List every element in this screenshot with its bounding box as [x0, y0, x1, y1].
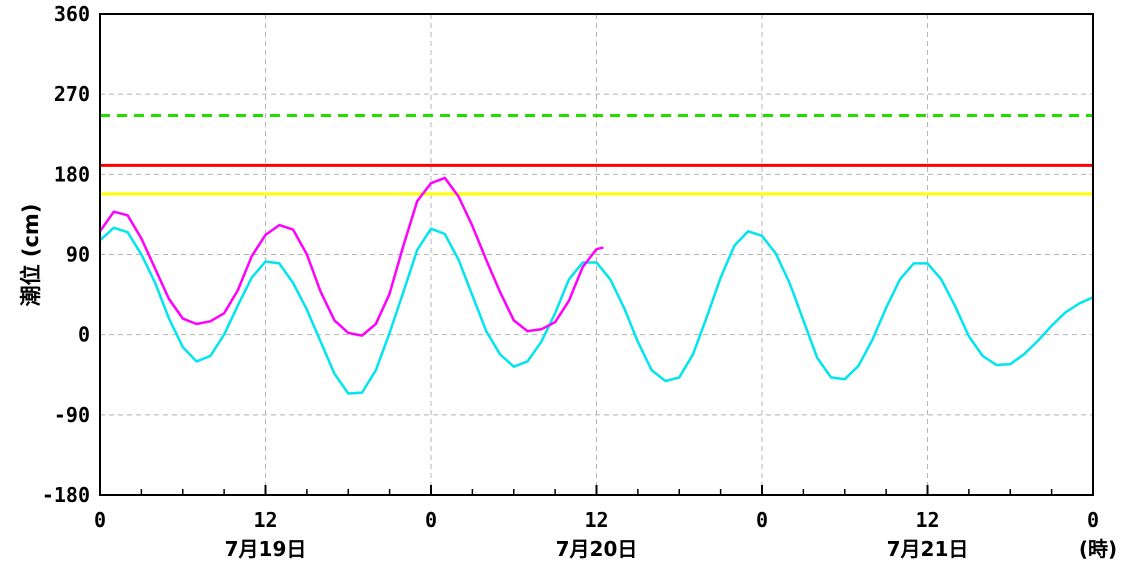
x-date-label: 7月19日 — [225, 537, 307, 561]
x-tick-label: 12 — [253, 508, 277, 532]
y-tick-label: -180 — [42, 483, 90, 507]
x-tick-label: 0 — [425, 508, 437, 532]
x-date-labels: 7月19日 7月20日 7月21日 — [225, 537, 969, 561]
x-date-label: 7月20日 — [556, 537, 638, 561]
x-tick-label: 0 — [756, 508, 768, 532]
x-tick-label: 0 — [1087, 508, 1099, 532]
y-tick-label: 90 — [66, 243, 90, 267]
series-line — [99, 226, 1094, 395]
series-group — [98, 176, 1094, 395]
y-tick-labels: 360 270 180 90 0 -90 -180 — [42, 2, 90, 507]
grid-lines — [100, 14, 1093, 495]
x-minor-ticks — [99, 485, 1094, 495]
x-tick-label: 12 — [915, 508, 939, 532]
x-date-label: 7月21日 — [887, 537, 969, 561]
reference-lines — [100, 114, 1093, 196]
y-tick-label: 0 — [78, 323, 90, 347]
y-tick-label: 270 — [54, 82, 90, 106]
y-tick-label: 360 — [54, 2, 90, 26]
y-tick-label: 180 — [54, 162, 90, 186]
series-line — [98, 176, 604, 337]
x-unit-label: (時) — [1079, 537, 1117, 561]
x-tick-labels: 0 12 0 12 0 12 0 — [94, 508, 1099, 532]
x-tick-label: 0 — [94, 508, 106, 532]
y-tick-label: -90 — [54, 403, 90, 427]
y-axis-label: 潮位 (cm) — [19, 204, 43, 307]
x-tick-label: 12 — [584, 508, 608, 532]
